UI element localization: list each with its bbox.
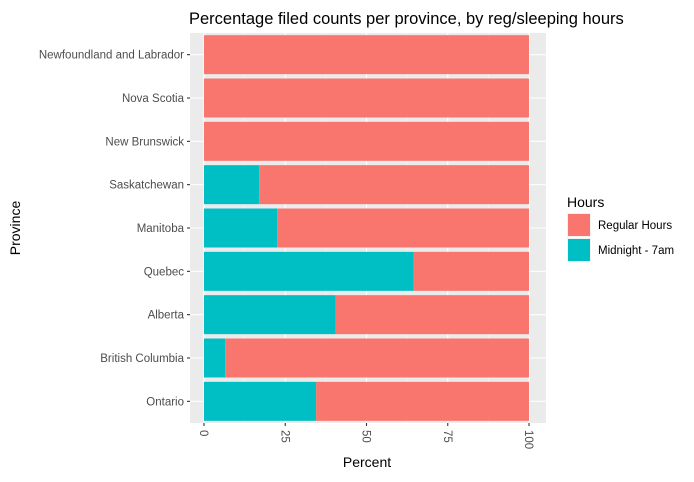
bar-regular-hours [277,208,529,248]
y-tick-label: Ontario [146,396,184,408]
x-tick-label: 75 [441,430,453,443]
x-tick-label: 25 [278,430,290,443]
y-tick-label: Alberta [148,310,185,322]
y-tick-label: British Columbia [100,353,184,365]
bar-regular-hours [204,121,529,161]
bar-midnight-7am [204,295,336,335]
bar-regular-hours [225,338,529,378]
chart-title: Percentage filed counts per province, by… [189,10,624,28]
y-tick-label: Manitoba [137,223,185,235]
bar-midnight-7am [204,381,317,421]
bar-regular-hours [316,381,529,421]
legend-label: Midnight - 7am [598,245,674,257]
bar-regular-hours [259,165,529,205]
legend-swatch [568,214,590,236]
bar-regular-hours [204,35,529,75]
x-tick-label: 0 [197,430,209,436]
x-tick-label: 100 [522,430,534,449]
bar-midnight-7am [204,338,226,378]
y-axis-title: Province [7,201,23,256]
y-axis: Newfoundland and Labrador Nova Scotia New … [39,50,190,408]
bar-midnight-7am [204,165,260,205]
bar-regular-hours [413,251,529,291]
legend-label: Regular Hours [598,220,672,232]
y-tick-label: Nova Scotia [122,93,185,105]
bar-layer [204,35,529,421]
bar-regular-hours [335,295,529,335]
x-axis-title: Percent [343,454,391,470]
bar-midnight-7am [204,251,414,291]
bar-midnight-7am [204,208,278,248]
legend-swatch [568,239,590,261]
legend: Hours Regular Hours Midnight - 7am [567,194,674,262]
bar-regular-hours [204,78,529,118]
y-tick-label: Newfoundland and Labrador [39,50,184,62]
y-tick-label: New Brunswick [105,136,184,148]
legend-title: Hours [567,194,604,210]
x-tick-label: 50 [360,430,372,443]
x-axis: 0 25 50 75 100 [197,423,534,449]
y-tick-label: Saskatchewan [109,180,184,192]
y-tick-label: Quebec [144,266,185,278]
